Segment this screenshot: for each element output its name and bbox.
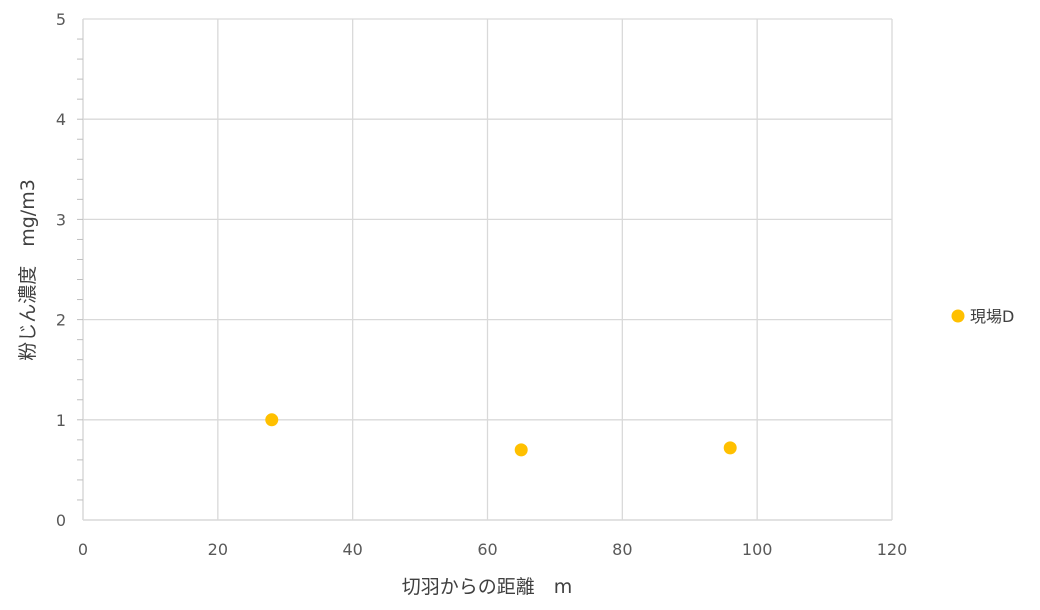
x-tick-label: 0 xyxy=(78,540,88,559)
y-tick-label: 0 xyxy=(56,511,66,530)
x-tick-label: 80 xyxy=(612,540,632,559)
x-tick-labels: 0 20 40 60 80 100 120 xyxy=(78,540,907,559)
y-tick-label: 3 xyxy=(56,210,66,229)
x-axis-title: 切羽からの距離 m xyxy=(402,576,573,598)
y-tick-label: 1 xyxy=(56,411,66,430)
data-points xyxy=(265,413,737,457)
axes xyxy=(82,19,892,521)
x-tick-label: 60 xyxy=(477,540,497,559)
x-tick-label: 40 xyxy=(342,540,362,559)
y-minor-ticks xyxy=(77,38,83,501)
data-point xyxy=(723,441,737,455)
legend-marker xyxy=(951,309,965,323)
data-point xyxy=(265,413,279,427)
data-point xyxy=(514,443,528,457)
x-tick-label: 100 xyxy=(742,540,773,559)
y-tick-labels: 0 1 2 3 4 5 xyxy=(56,10,66,530)
y-axis-title: 粉じん濃度 mg/m3 xyxy=(17,179,39,361)
legend: 現場D xyxy=(951,307,1014,326)
y-tick-label: 4 xyxy=(56,110,66,129)
grid-lines xyxy=(83,18,893,520)
y-tick-label: 2 xyxy=(56,311,66,330)
x-tick-label: 20 xyxy=(208,540,228,559)
y-tick-label: 5 xyxy=(56,10,66,29)
legend-label: 現場D xyxy=(970,307,1014,326)
x-tick-label: 120 xyxy=(877,540,908,559)
